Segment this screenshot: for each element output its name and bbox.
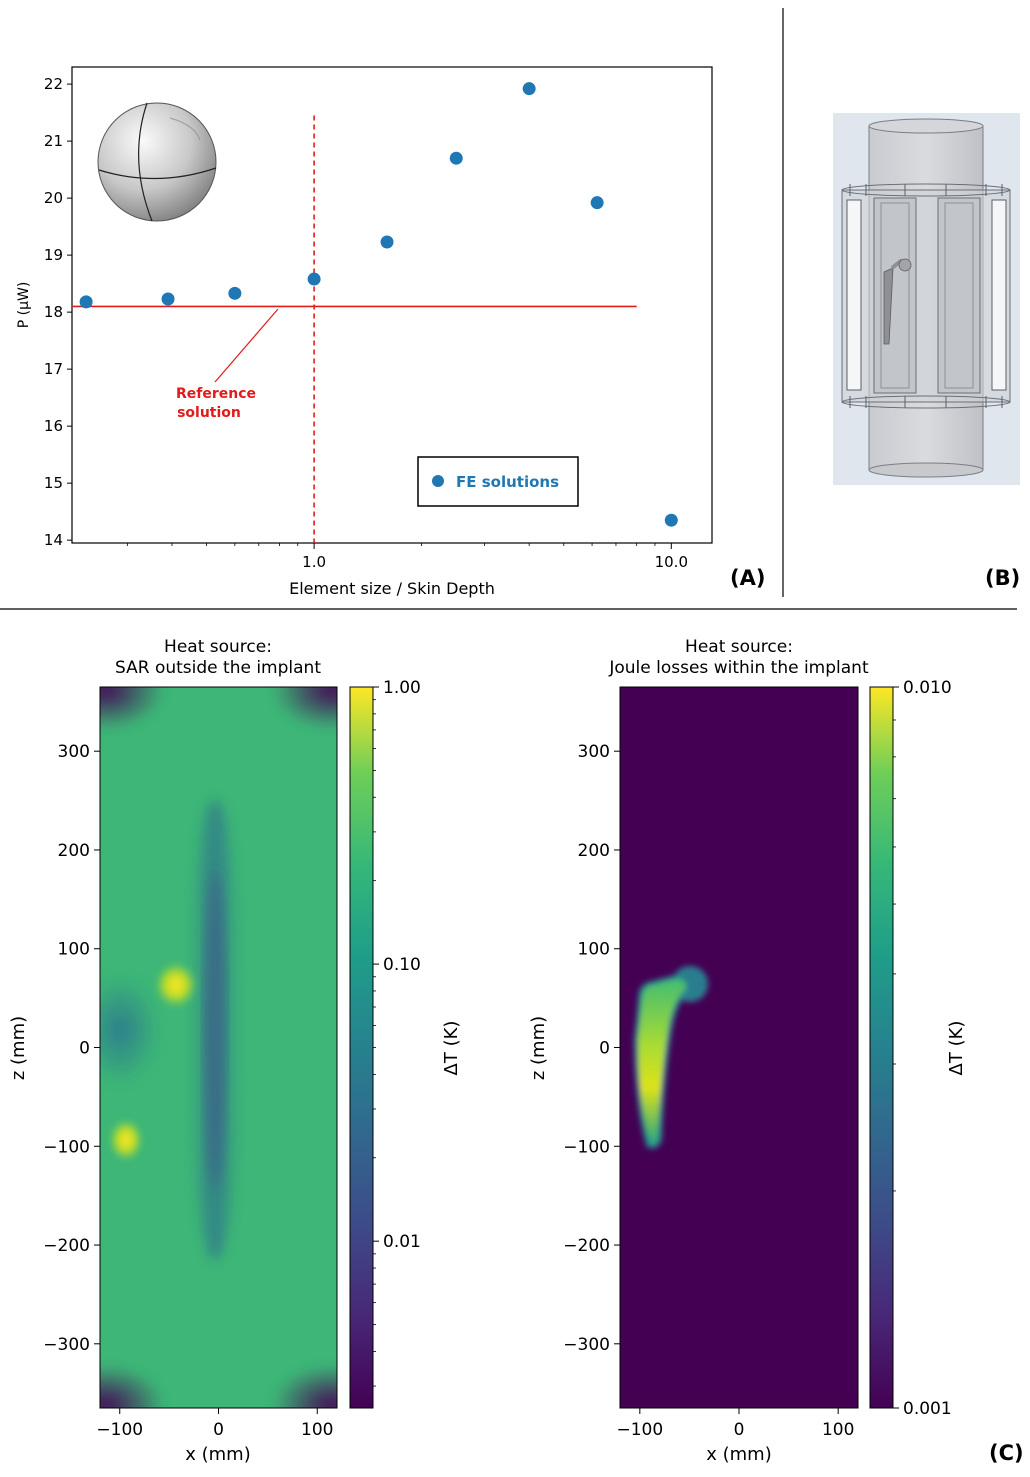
colorbar-tick-label: 0.10: [383, 955, 421, 975]
y-tick-label: 20: [44, 189, 63, 207]
panel-label-c: (C): [989, 1441, 1024, 1465]
y-tick-label: 21: [44, 132, 63, 150]
y-tick-label: 14: [44, 531, 63, 549]
y-tick-label: 22: [44, 75, 63, 93]
y-tick-label: 19: [44, 246, 63, 264]
panel-c-left-heatmap: Heat source: SAR outside the implant −10…: [8, 637, 462, 1465]
y-tick-label: −300: [43, 1335, 90, 1355]
y-tick-label: −100: [563, 1137, 610, 1157]
colorbar-right: [869, 686, 894, 1409]
y-tick-label: 100: [58, 940, 90, 960]
y-tick-label: 100: [578, 940, 610, 960]
heatmap-left-title-line2: SAR outside the implant: [115, 658, 321, 678]
y-tick-label: 200: [578, 841, 610, 861]
legend-box: [417, 456, 579, 507]
panel-b-coil-model-image: [833, 113, 1020, 485]
heatmap-left-y-label: z (mm): [8, 1016, 29, 1080]
legend-label-fe-solutions: FE solutions: [456, 473, 559, 491]
x-tick-label: 0: [213, 1420, 224, 1440]
panel-c-right-heatmap: Heat source: Joule losses within the imp…: [528, 637, 967, 1465]
colorbar-right-label: ΔT (K): [946, 1021, 967, 1076]
colorbar-tick-label: 0.001: [903, 1399, 952, 1419]
y-tick-label: 200: [58, 841, 90, 861]
heatmap-right-title-line1: Heat source:: [685, 637, 793, 657]
heatmap-left-x-label: x (mm): [185, 1444, 251, 1465]
heatmap-right-y-label: z (mm): [528, 1016, 549, 1080]
heatmap-left-title-line1: Heat source:: [164, 637, 272, 657]
panel-a-scatter-plot: 14 15 16 17 18 19 20 21 22 1.0 10.0 Element size /…: [16, 66, 713, 598]
y-tick-label: 0: [599, 1039, 610, 1059]
sphere-inset-image: [97, 102, 217, 222]
y-tick-label: 300: [58, 742, 90, 762]
heatmap-right-title-line2: Joule losses within the implant: [608, 658, 869, 678]
y-tick-label: 15: [44, 474, 63, 492]
x-tick-label: −100: [96, 1420, 143, 1440]
x-tick-label: 0: [734, 1420, 745, 1440]
y-tick-label: −200: [43, 1236, 90, 1256]
y-tick-label: 17: [44, 360, 63, 378]
panel-a-y-axis-label: P (μW): [16, 282, 32, 329]
fe-solution-point: [161, 292, 175, 306]
fe-solution-point: [522, 82, 536, 96]
heatmap-left-field: [100, 687, 337, 1408]
fe-solution-point: [449, 151, 463, 165]
y-tick-label: 18: [44, 303, 63, 321]
x-tick-label: 100: [822, 1420, 854, 1440]
heatmap-right-field: [620, 687, 858, 1408]
fe-solution-point: [664, 513, 678, 527]
panel-a-x-axis-label: Element size / Skin Depth: [289, 579, 495, 598]
x-tick-label: 1.0: [302, 553, 326, 571]
colorbar-tick-label: 1.00: [383, 678, 421, 698]
y-tick-label: 0: [79, 1039, 90, 1059]
x-tick-label: 10.0: [655, 553, 688, 571]
panel-label-b: (B): [985, 566, 1021, 590]
colorbar-left-label: ΔT (K): [441, 1021, 462, 1076]
fe-solution-point: [228, 286, 242, 300]
colorbar-tick-label: 0.01: [383, 1232, 421, 1252]
reference-annotation-arrow: [214, 308, 279, 383]
y-tick-label: −200: [563, 1236, 610, 1256]
y-tick-label: −100: [43, 1137, 90, 1157]
fe-solution-point: [307, 272, 321, 286]
fe-solution-point: [79, 295, 93, 309]
x-tick-label: −100: [616, 1420, 663, 1440]
reference-annotation-line2: solution: [177, 405, 241, 421]
y-tick-label: 300: [578, 742, 610, 762]
fe-solution-point: [380, 235, 394, 249]
panel-label-a: (A): [730, 566, 766, 590]
colorbar-left: [349, 686, 374, 1409]
y-tick-label: −300: [563, 1335, 610, 1355]
fe-solution-point: [590, 196, 604, 210]
colorbar-tick-label: 0.010: [903, 678, 952, 698]
x-tick-label: 100: [301, 1420, 333, 1440]
implant-stem-shape: [883, 267, 894, 345]
heatmap-right-x-label: x (mm): [706, 1444, 772, 1465]
reference-annotation-line1: Reference: [176, 386, 256, 402]
legend-marker-fe-solutions: [432, 475, 444, 487]
y-tick-label: 16: [44, 417, 63, 435]
panel-a-legend: FE solutions: [417, 456, 579, 507]
